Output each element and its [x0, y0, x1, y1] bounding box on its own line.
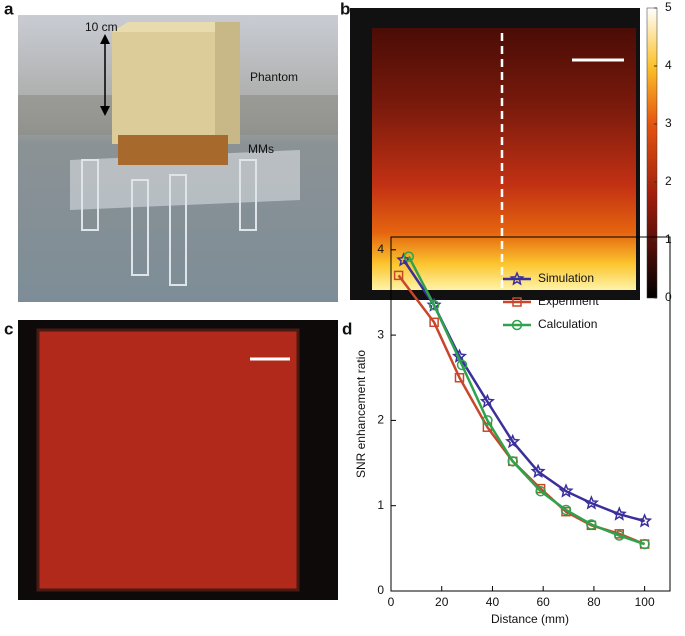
marker	[507, 456, 518, 467]
marker	[530, 463, 546, 478]
marker	[535, 485, 546, 497]
colorbar-tick-label: 4	[665, 58, 672, 72]
y-tick-label: 2	[377, 413, 384, 427]
marker	[456, 359, 468, 371]
x-tick-label: 80	[587, 595, 601, 609]
colorbar-tick-label: 5	[665, 0, 672, 14]
series-line	[397, 274, 646, 546]
colorbar-tick-label: 2	[665, 174, 672, 188]
panel-label: a	[4, 0, 14, 18]
legend-marker	[512, 297, 522, 307]
annotation: 10 cm	[85, 20, 118, 34]
x-axis-label: Distance (mm)	[491, 612, 569, 626]
colorbar	[646, 7, 658, 299]
panel-label: d	[342, 319, 352, 338]
marker	[403, 251, 415, 262]
marker	[454, 372, 465, 383]
colorbar-tick-label: 3	[665, 116, 672, 130]
plot-frame	[390, 236, 671, 592]
y-axis-label: SNR enhancement ratio	[354, 350, 368, 478]
marker	[396, 252, 412, 267]
marker	[611, 506, 627, 521]
marker	[560, 504, 572, 516]
marker	[586, 519, 597, 530]
annotation: MMs	[248, 142, 274, 156]
x-tick-label: 100	[635, 595, 655, 609]
x-tick-label: 20	[435, 595, 449, 609]
panel-label: b	[340, 0, 350, 18]
y-tick-label: 0	[377, 583, 384, 597]
marker	[637, 513, 653, 528]
marker	[393, 270, 404, 281]
y-tick-label: 1	[377, 498, 384, 512]
x-tick-label: 40	[486, 595, 500, 609]
y-tick-label: 4	[377, 242, 384, 256]
colorbar-tick-label: 1	[665, 232, 672, 246]
marker	[428, 299, 440, 311]
legend-marker	[509, 271, 525, 286]
marker	[639, 538, 650, 550]
marker	[479, 393, 495, 409]
legend-label: Calculation	[538, 317, 597, 331]
marker	[429, 317, 439, 328]
image	[36, 328, 300, 592]
legend-marker	[511, 319, 523, 331]
marker	[505, 433, 521, 449]
marker	[482, 415, 493, 426]
heatmap-image	[372, 28, 636, 290]
colorbar-tick-label: 0	[665, 290, 672, 304]
marker	[614, 530, 625, 541]
marker	[558, 483, 574, 498]
marker	[583, 495, 599, 510]
legend-label: Simulation	[538, 271, 594, 285]
x-tick-label: 60	[537, 595, 551, 609]
annotation: Phantom	[250, 70, 298, 84]
series-line	[407, 256, 645, 546]
panel-label: c	[4, 319, 13, 338]
photo	[18, 15, 338, 302]
x-tick-label: 0	[388, 595, 395, 609]
y-tick-label: 3	[377, 327, 384, 341]
legend-label: Experiment	[538, 294, 599, 308]
